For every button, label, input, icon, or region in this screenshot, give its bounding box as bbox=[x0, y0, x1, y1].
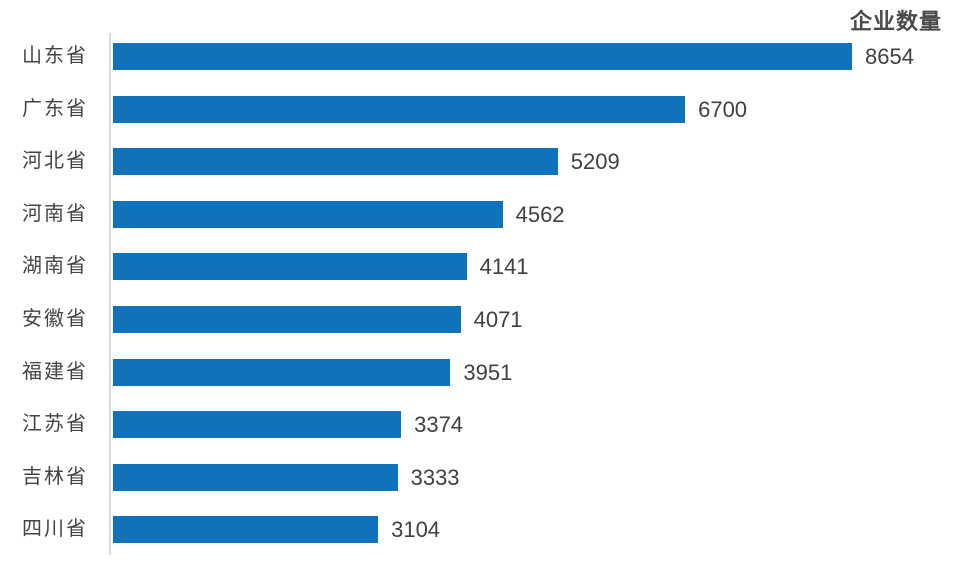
value-label: 4071 bbox=[473, 307, 523, 332]
value-label: 3951 bbox=[463, 359, 513, 385]
category-label: 湖南省 bbox=[22, 255, 88, 278]
category-label: 安徽省 bbox=[22, 308, 88, 330]
bar bbox=[113, 200, 503, 228]
bar bbox=[113, 95, 686, 123]
chart-row: 河南省 4562 bbox=[0, 200, 959, 228]
chart-row: 河北省 5209 bbox=[0, 148, 959, 176]
chart-row: 安徽省 4071 bbox=[0, 306, 959, 333]
value-label: 3104 bbox=[391, 517, 441, 543]
value-label: 5209 bbox=[570, 149, 620, 175]
category-label: 四川省 bbox=[22, 518, 88, 541]
bar bbox=[113, 463, 398, 491]
bar bbox=[113, 306, 461, 333]
value-label: 8654 bbox=[865, 44, 914, 69]
category-label: 广东省 bbox=[22, 97, 88, 120]
chart-row: 吉林省 3333 bbox=[0, 463, 959, 491]
y-axis-line bbox=[109, 33, 111, 555]
value-label: 3374 bbox=[414, 412, 464, 438]
bar bbox=[113, 516, 379, 544]
value-label: 4562 bbox=[515, 201, 565, 227]
bar bbox=[113, 358, 451, 386]
category-label: 河北省 bbox=[22, 150, 88, 173]
chart-row: 福建省 3951 bbox=[0, 358, 959, 386]
chart-title: 企业数量 bbox=[849, 9, 942, 34]
category-label: 江苏省 bbox=[22, 413, 88, 436]
chart-row: 广东省 6700 bbox=[0, 95, 959, 123]
chart-row: 山东省 8654 bbox=[0, 43, 959, 70]
category-label: 河南省 bbox=[22, 202, 88, 225]
category-label: 山东省 bbox=[22, 45, 88, 67]
bar bbox=[113, 253, 467, 281]
chart-row: 湖南省 4141 bbox=[0, 253, 959, 281]
category-label: 吉林省 bbox=[22, 465, 88, 488]
bar bbox=[113, 43, 852, 70]
value-label: 4141 bbox=[479, 254, 529, 280]
value-label: 3333 bbox=[410, 464, 460, 490]
bar bbox=[113, 411, 402, 439]
value-label: 6700 bbox=[698, 96, 748, 122]
chart-row: 江苏省 3374 bbox=[0, 411, 959, 439]
bar bbox=[113, 148, 558, 176]
chart-row: 四川省 3104 bbox=[0, 516, 959, 544]
category-label: 福建省 bbox=[22, 360, 88, 383]
